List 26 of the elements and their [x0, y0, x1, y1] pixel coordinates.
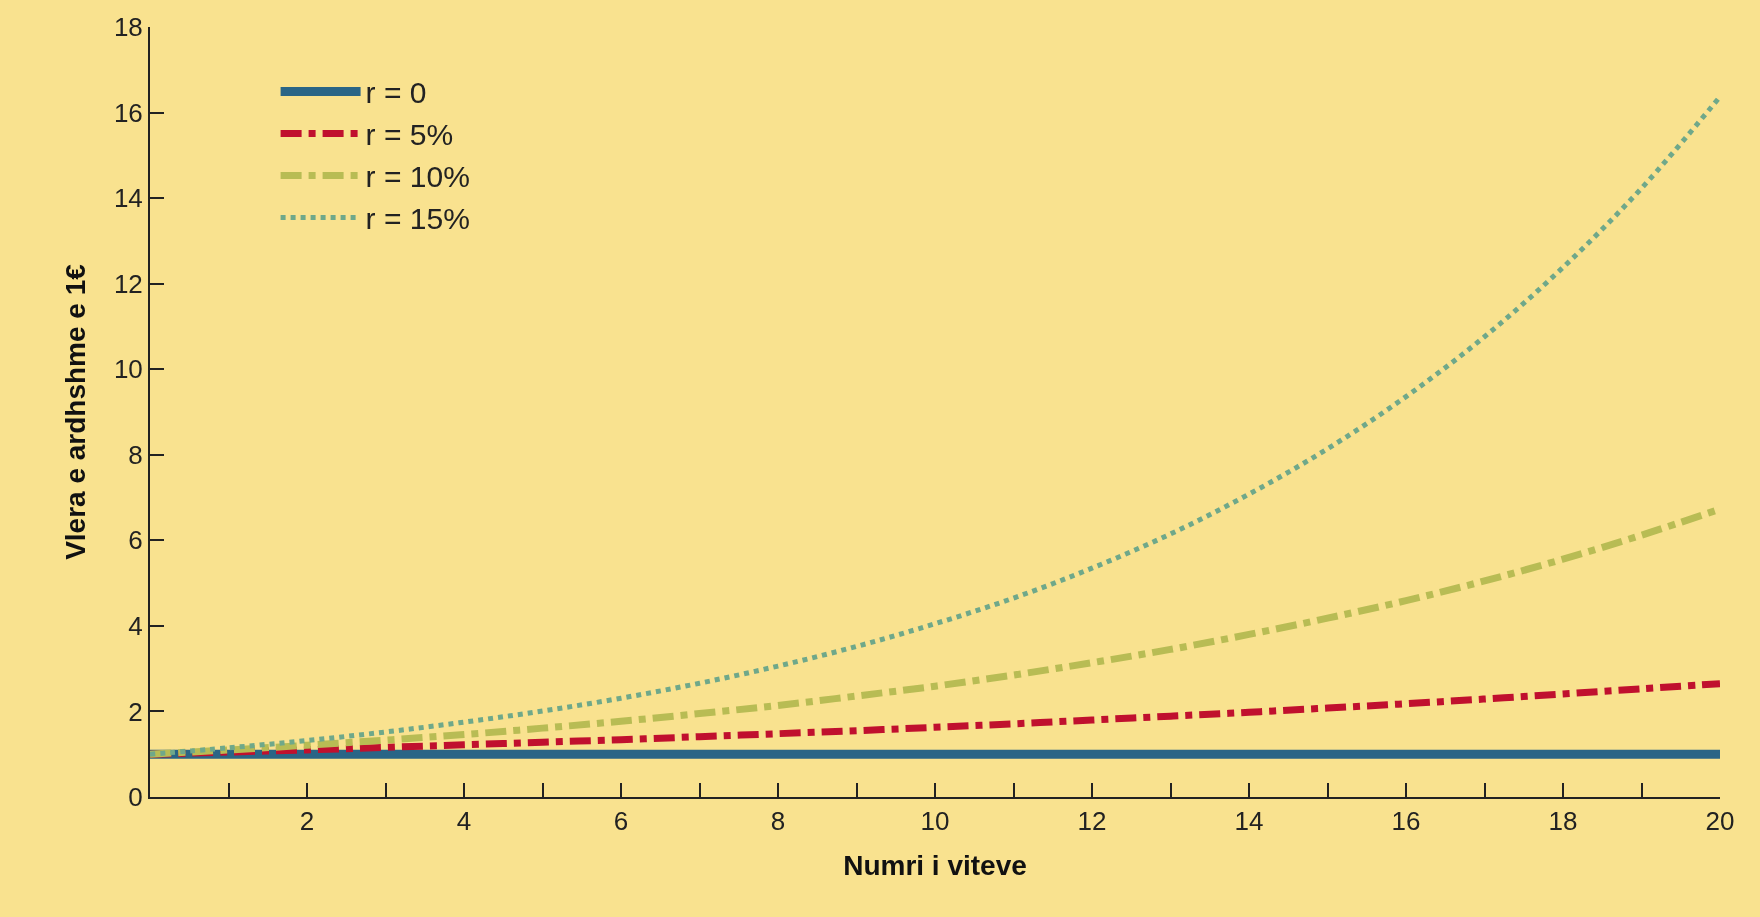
- x-tick-label: 18: [1548, 806, 1578, 837]
- y-tick-label: 14: [113, 183, 143, 214]
- legend-label: r = 10%: [365, 160, 470, 194]
- y-tick-label: 12: [113, 268, 143, 299]
- x-tick-label: 16: [1391, 806, 1421, 837]
- x-tick-label: 10: [920, 806, 950, 837]
- x-tick-label: 2: [299, 806, 315, 837]
- x-tick-label: 14: [1234, 806, 1264, 837]
- y-tick-label: 2: [128, 696, 143, 727]
- legend-label: r = 15%: [365, 202, 470, 236]
- x-tick-label: 4: [456, 806, 472, 837]
- y-tick-label: 4: [128, 610, 143, 641]
- y-tick-label: 8: [128, 439, 143, 470]
- legend-label: r = 0: [365, 76, 427, 110]
- x-axis-title: Numri i viteve: [843, 849, 1027, 881]
- y-tick-label: 6: [128, 525, 143, 556]
- y-tick-label: 18: [113, 12, 143, 43]
- y-axis-title: Vlera e ardhshme e 1€: [60, 263, 92, 560]
- x-tick-label: 6: [613, 806, 629, 837]
- x-tick-label: 8: [770, 806, 786, 837]
- y-tick-label: 16: [113, 97, 143, 128]
- y-tick-label: 0: [128, 782, 143, 813]
- x-tick-label: 20: [1705, 806, 1735, 837]
- x-tick-label: 12: [1077, 806, 1107, 837]
- y-tick-label: 10: [113, 354, 143, 385]
- legend-label: r = 5%: [365, 118, 454, 152]
